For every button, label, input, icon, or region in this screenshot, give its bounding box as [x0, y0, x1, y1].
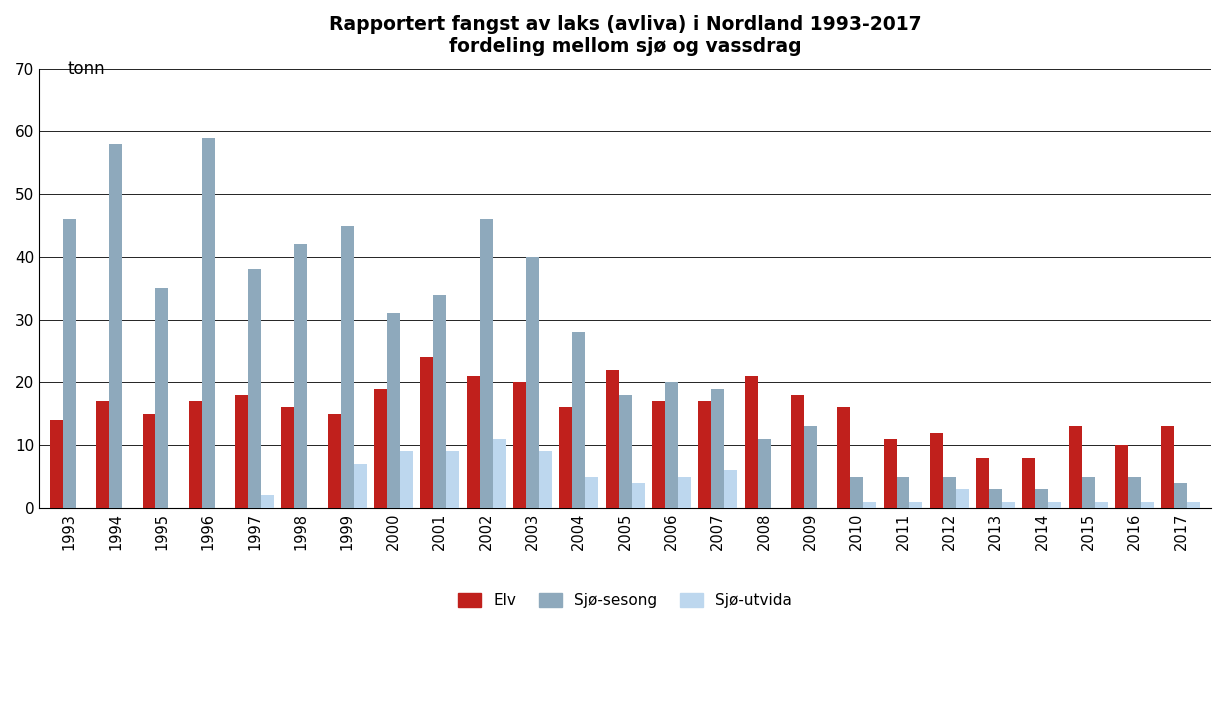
- Bar: [585, 477, 598, 508]
- Bar: [619, 395, 631, 508]
- Bar: [1002, 501, 1015, 508]
- Bar: [956, 489, 969, 508]
- Bar: [142, 414, 156, 508]
- Bar: [896, 477, 910, 508]
- Bar: [96, 401, 109, 508]
- Bar: [387, 313, 400, 508]
- Bar: [1048, 501, 1062, 508]
- Bar: [327, 414, 341, 508]
- Title: Rapportert fangst av laks (avliva) i Nordland 1993-2017
fordeling mellom sjø og : Rapportert fangst av laks (avliva) i Nor…: [329, 15, 922, 56]
- Bar: [989, 489, 1002, 508]
- Bar: [1187, 501, 1200, 508]
- Bar: [573, 333, 585, 508]
- Text: tonn: tonn: [67, 60, 105, 78]
- Bar: [261, 496, 275, 508]
- Bar: [884, 439, 896, 508]
- Bar: [943, 477, 956, 508]
- Bar: [202, 138, 215, 508]
- Bar: [711, 389, 725, 508]
- Bar: [446, 451, 460, 508]
- Bar: [282, 407, 294, 508]
- Bar: [1175, 483, 1187, 508]
- Bar: [374, 389, 387, 508]
- Bar: [421, 357, 433, 508]
- Bar: [526, 257, 539, 508]
- Bar: [1116, 445, 1128, 508]
- Bar: [744, 376, 758, 508]
- Bar: [156, 288, 168, 508]
- Bar: [976, 457, 989, 508]
- Bar: [235, 395, 248, 508]
- Bar: [559, 407, 573, 508]
- Bar: [606, 370, 619, 508]
- Bar: [850, 477, 863, 508]
- Bar: [341, 225, 354, 508]
- Bar: [1081, 477, 1095, 508]
- Bar: [791, 395, 804, 508]
- Bar: [1128, 477, 1141, 508]
- Bar: [433, 294, 446, 508]
- Bar: [837, 407, 850, 508]
- Bar: [493, 439, 505, 508]
- Bar: [910, 501, 922, 508]
- Bar: [189, 401, 202, 508]
- Bar: [479, 220, 493, 508]
- Bar: [248, 270, 261, 508]
- Bar: [1036, 489, 1048, 508]
- Bar: [1022, 457, 1036, 508]
- Bar: [699, 401, 711, 508]
- Bar: [804, 426, 817, 508]
- Bar: [63, 220, 76, 508]
- Bar: [929, 433, 943, 508]
- Bar: [354, 464, 367, 508]
- Bar: [863, 501, 877, 508]
- Bar: [678, 477, 691, 508]
- Bar: [758, 439, 771, 508]
- Bar: [664, 383, 678, 508]
- Bar: [467, 376, 479, 508]
- Bar: [50, 420, 63, 508]
- Bar: [400, 451, 413, 508]
- Bar: [512, 383, 526, 508]
- Bar: [539, 451, 552, 508]
- Bar: [1161, 426, 1175, 508]
- Bar: [109, 144, 123, 508]
- Bar: [1095, 501, 1108, 508]
- Bar: [725, 470, 737, 508]
- Bar: [631, 483, 645, 508]
- Bar: [652, 401, 664, 508]
- Bar: [294, 244, 308, 508]
- Bar: [1069, 426, 1081, 508]
- Bar: [1141, 501, 1154, 508]
- Legend: Elv, Sjø-sesong, Sjø-utvida: Elv, Sjø-sesong, Sjø-utvida: [452, 587, 798, 614]
